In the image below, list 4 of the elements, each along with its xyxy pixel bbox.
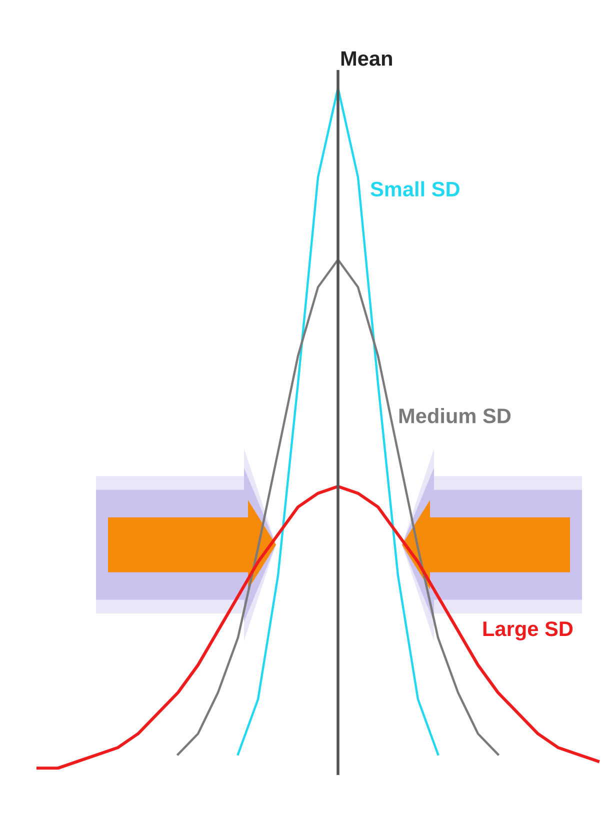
- text: Mean: [341, 51, 392, 66]
- series-label: Small SD: [370, 181, 460, 197]
- series-label: Medium SD: [399, 408, 511, 424]
- series-label: Large SD: [483, 621, 573, 640]
